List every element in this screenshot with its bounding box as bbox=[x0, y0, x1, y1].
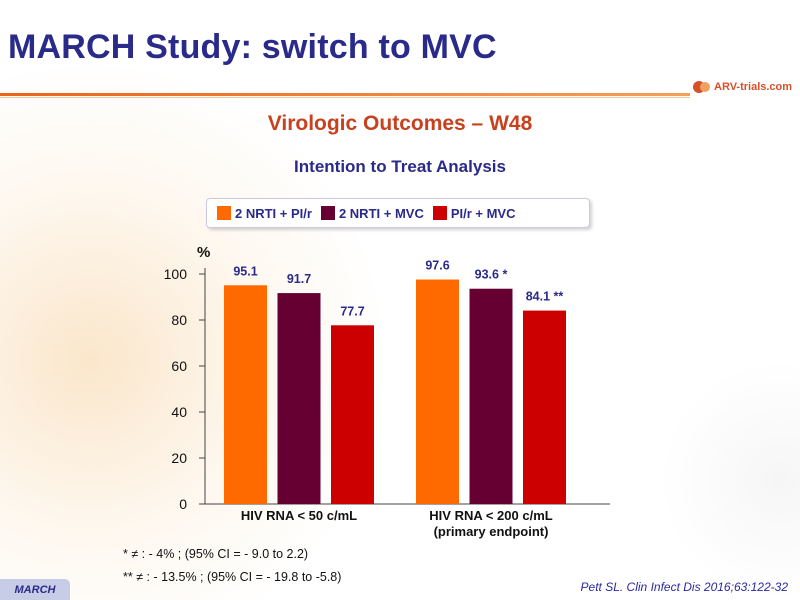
citation: Pett SL. Clin Infect Dis 2016;63:122-32 bbox=[580, 580, 788, 594]
y-axis-label: % bbox=[197, 244, 210, 261]
footnote-1: * ≠ : - 4% ; (95% CI = - 9.0 to 2.2) bbox=[123, 547, 309, 561]
chart-subtitle: Virologic Outcomes – W48 bbox=[267, 112, 533, 135]
study-tag: MARCH bbox=[0, 579, 70, 600]
data-label: 95.1 bbox=[233, 264, 257, 278]
y-tick-label: 100 bbox=[164, 266, 188, 282]
legend-swatch-2nrti-pir bbox=[217, 206, 231, 220]
bar bbox=[331, 325, 374, 504]
arv-trials-logo: ARV-trials.com bbox=[692, 80, 792, 94]
data-label: 93.6 * bbox=[475, 268, 508, 282]
data-label: 77.7 bbox=[340, 304, 364, 318]
bar bbox=[469, 288, 513, 504]
legend-label: 2 NRTI + PI/r bbox=[235, 205, 312, 221]
legend-item-pir-mvc: PI/r + MVC bbox=[432, 205, 516, 221]
title-underline bbox=[0, 93, 690, 96]
data-label: 97.6 bbox=[425, 259, 449, 273]
logo-text: ARV-trials.com bbox=[714, 81, 793, 93]
data-label: 91.7 bbox=[287, 272, 311, 286]
data-label: 84.1 ** bbox=[526, 290, 564, 304]
y-tick-label: 40 bbox=[171, 404, 187, 420]
legend-label: 2 NRTI + MVC bbox=[338, 205, 424, 221]
analysis-label: Intention to Treat Analysis bbox=[294, 157, 506, 176]
y-tick-label: 60 bbox=[171, 358, 187, 374]
legend-item-2nrti-mvc: 2 NRTI + MVC bbox=[320, 205, 424, 221]
bar bbox=[277, 293, 321, 504]
y-tick-label: 0 bbox=[179, 496, 187, 512]
x-category-label: HIV RNA < 50 c/mL bbox=[241, 508, 357, 523]
legend-item-2nrti-pir: 2 NRTI + PI/r bbox=[217, 206, 312, 221]
legend-label: PI/r + MVC bbox=[450, 205, 516, 221]
footnote-2: ** ≠ : - 13.5% ; (95% CI = - 19.8 to -5.… bbox=[123, 570, 342, 584]
legend-swatch-pir-mvc bbox=[432, 206, 447, 220]
x-category-label: (primary endpoint) bbox=[434, 524, 549, 539]
logo-mark-icon bbox=[693, 81, 710, 93]
title-underline-thin bbox=[0, 97, 690, 98]
chart-legend: 2 NRTI + PI/r 2 NRTI + MVC PI/r + MVC bbox=[206, 198, 590, 228]
y-tick-label: 20 bbox=[171, 450, 187, 466]
bar bbox=[523, 310, 566, 504]
bar bbox=[416, 279, 459, 504]
y-tick-label: 80 bbox=[171, 312, 187, 328]
bar bbox=[224, 285, 267, 504]
x-category-label: HIV RNA < 200 c/mL bbox=[429, 508, 552, 523]
page-title: MARCH Study: switch to MVC bbox=[8, 28, 497, 66]
legend-swatch-2nrti-mvc bbox=[320, 206, 335, 220]
